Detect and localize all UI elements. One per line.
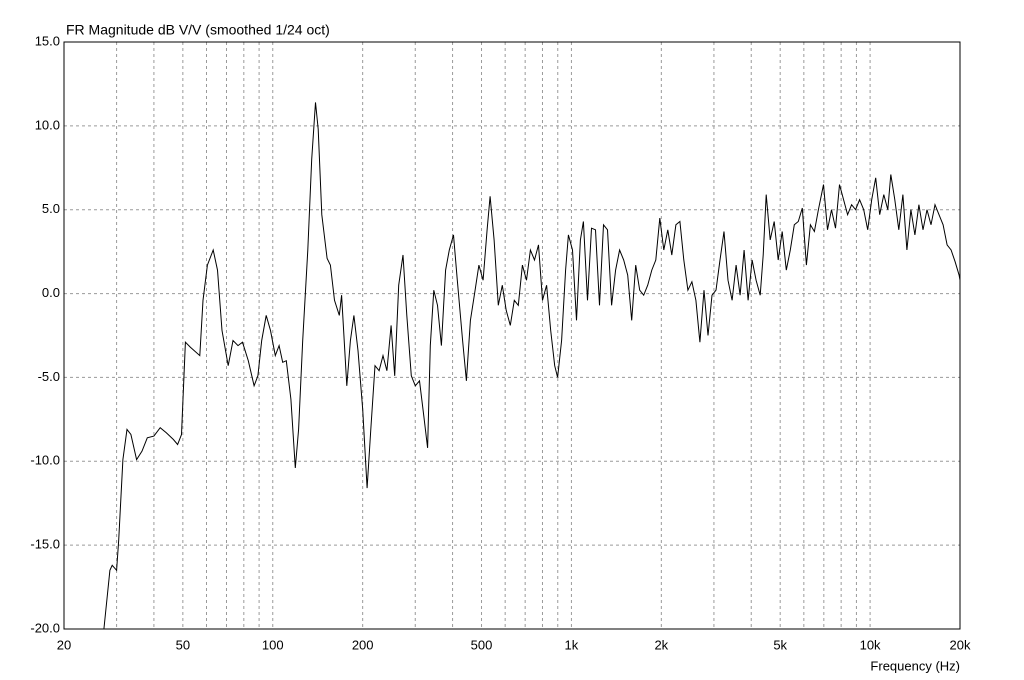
x-tick-label: 20k xyxy=(950,637,971,652)
y-tick-label: -10.0 xyxy=(30,453,60,468)
response-line xyxy=(103,102,961,630)
y-tick-label: 5.0 xyxy=(42,201,60,216)
x-tick-label: 10k xyxy=(860,637,881,652)
x-tick-label: 20 xyxy=(57,637,71,652)
x-tick-label: 100 xyxy=(262,637,284,652)
plot-frame xyxy=(63,41,961,630)
y-tick-label: 0.0 xyxy=(42,285,60,300)
x-tick-label: 500 xyxy=(471,637,493,652)
y-tick-label: -15.0 xyxy=(30,537,60,552)
y-tick-label: 15.0 xyxy=(35,33,60,48)
y-tick-label: 10.0 xyxy=(35,117,60,132)
y-tick-label: -20.0 xyxy=(30,620,60,635)
x-tick-label: 200 xyxy=(352,637,374,652)
chart-title: FR Magnitude dB V/V (smoothed 1/24 oct) xyxy=(66,22,330,38)
x-tick-label: 1k xyxy=(565,637,579,652)
y-tick-label: -5.0 xyxy=(38,369,60,384)
x-tick-label: 50 xyxy=(176,637,190,652)
x-axis-title: Frequency (Hz) xyxy=(870,658,960,673)
x-tick-label: 2k xyxy=(654,637,668,652)
x-tick-label: 5k xyxy=(773,637,787,652)
